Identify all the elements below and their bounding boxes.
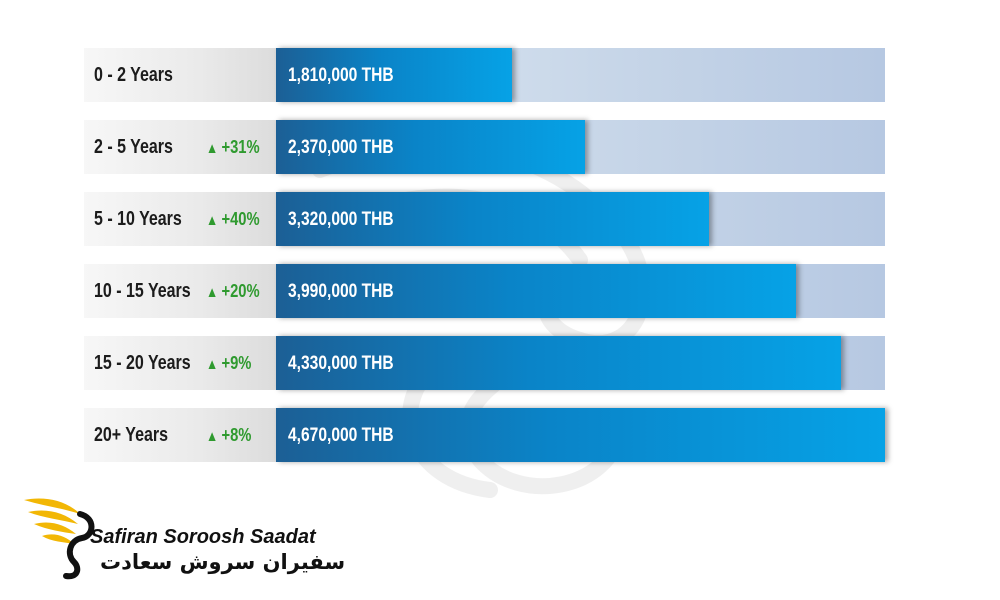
bar-value-label: 4,330,000 THB <box>288 353 394 374</box>
bar-track: 3,990,000 THB <box>276 264 885 318</box>
bar: 1,810,000 THB <box>276 48 512 102</box>
category-cell: 0 - 2 Years <box>84 48 276 102</box>
growth-label: +40% <box>221 209 260 229</box>
growth-label: +20% <box>221 281 260 301</box>
brand-logo: Safiran Soroosh Saadat سفیران سروش سعادت <box>22 492 345 582</box>
bar-value-label: 4,670,000 THB <box>288 425 394 446</box>
bar: 3,320,000 THB <box>276 192 709 246</box>
category-cell: 5 - 10 Years ▲ +40% <box>84 192 276 246</box>
bar: 4,330,000 THB <box>276 336 841 390</box>
bar-row: 2 - 5 Years ▲ +31% 2,370,000 THB <box>84 120 885 174</box>
category-label: 10 - 15 Years <box>94 280 191 302</box>
bar-track: 2,370,000 THB <box>276 120 885 174</box>
golden-wing-icon <box>24 498 95 580</box>
category-label: 15 - 20 Years <box>94 352 191 374</box>
wing-feathers <box>24 498 80 544</box>
growth-badge: ▲ +20% <box>206 281 260 302</box>
category-label: 2 - 5 Years <box>94 136 173 158</box>
bar-row: 10 - 15 Years ▲ +20% 3,990,000 THB <box>84 264 885 318</box>
bar-value-label: 3,320,000 THB <box>288 209 394 230</box>
growth-label: +31% <box>221 137 260 157</box>
bar-row: 5 - 10 Years ▲ +40% 3,320,000 THB <box>84 192 885 246</box>
up-arrow-icon: ▲ <box>206 428 219 445</box>
bar: 2,370,000 THB <box>276 120 585 174</box>
bar: 3,990,000 THB <box>276 264 796 318</box>
bar-row: 15 - 20 Years ▲ +9% 4,330,000 THB <box>84 336 885 390</box>
brand-name-en: Safiran Soroosh Saadat <box>90 526 316 548</box>
category-label: 20+ Years <box>94 424 169 446</box>
growth-badge: ▲ +8% <box>206 425 251 446</box>
growth-badge: ▲ +31% <box>206 137 260 158</box>
category-cell: 10 - 15 Years ▲ +20% <box>84 264 276 318</box>
bar-value-label: 2,370,000 THB <box>288 137 394 158</box>
growth-badge: ▲ +9% <box>206 353 251 374</box>
category-cell: 20+ Years ▲ +8% <box>84 408 276 462</box>
category-label: 5 - 10 Years <box>94 208 182 230</box>
bar-track: 1,810,000 THB <box>276 48 885 102</box>
swan-s-curve <box>63 511 95 580</box>
category-label: 0 - 2 Years <box>94 64 173 86</box>
bar: 4,670,000 THB <box>276 408 885 462</box>
bar-track: 3,320,000 THB <box>276 192 885 246</box>
salary-chart: 0 - 2 Years 1,810,000 THB 2 - 5 Years ▲ +31%… <box>84 48 885 480</box>
brand-name-fa: سفیران سروش سعادت <box>100 550 346 574</box>
bar-track: 4,670,000 THB <box>276 408 885 462</box>
bar-value-label: 3,990,000 THB <box>288 281 394 302</box>
up-arrow-icon: ▲ <box>206 356 219 373</box>
growth-label: +8% <box>221 425 252 445</box>
bar-row: 0 - 2 Years 1,810,000 THB <box>84 48 885 102</box>
growth-label: +9% <box>221 353 252 373</box>
category-cell: 2 - 5 Years ▲ +31% <box>84 120 276 174</box>
up-arrow-icon: ▲ <box>206 140 219 157</box>
up-arrow-icon: ▲ <box>206 212 219 229</box>
bar-value-label: 1,810,000 THB <box>288 65 394 86</box>
bar-track: 4,330,000 THB <box>276 336 885 390</box>
bar-row: 20+ Years ▲ +8% 4,670,000 THB <box>84 408 885 462</box>
growth-badge: ▲ +40% <box>206 209 260 230</box>
category-cell: 15 - 20 Years ▲ +9% <box>84 336 276 390</box>
up-arrow-icon: ▲ <box>206 284 219 301</box>
